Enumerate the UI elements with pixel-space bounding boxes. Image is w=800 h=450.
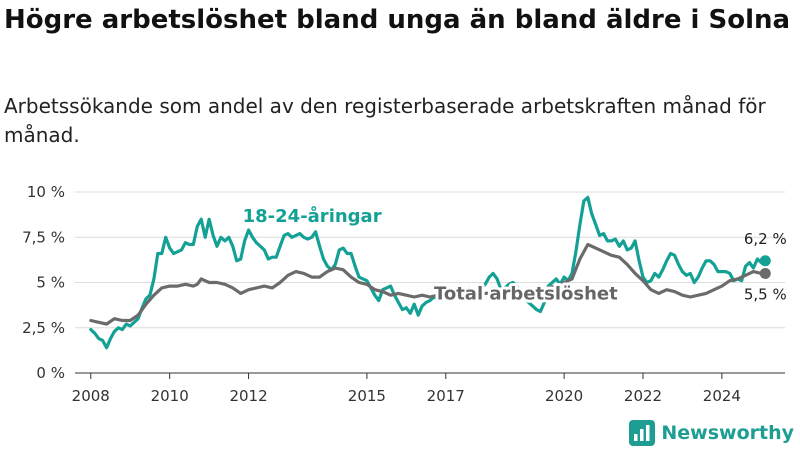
- end-marker-total: [759, 267, 771, 279]
- series-label-young: 18-24-åringar: [243, 205, 382, 227]
- end-value-young: 6,2 %: [744, 230, 787, 248]
- page-subtitle: Arbetssökande som andel av den registerb…: [4, 94, 766, 147]
- line-chart: 0 % 2,5 % 5 % 7,5 % 10 % 2008 2010 2012 2015 201…: [22, 183, 787, 405]
- brand-name: Newsworthy: [661, 422, 794, 444]
- y-axis-labels: 0 % 2,5 % 5 % 7,5 % 10 %: [22, 183, 65, 382]
- x-tick-label: 2012: [229, 387, 267, 405]
- grid-lines: [75, 191, 785, 329]
- x-tick-label: 2017: [427, 387, 465, 405]
- series-line-young: [89, 195, 767, 350]
- y-tick-label: 2,5 %: [22, 319, 65, 337]
- x-tick-label: 2024: [703, 387, 741, 405]
- bar-chart-icon: [629, 420, 656, 446]
- x-axis: 2008 2010 2012 2015 2017 2020 2022 2024: [72, 372, 785, 405]
- brand-logo[interactable]: Newsworthy: [629, 420, 794, 446]
- series-labels: 6,2 %5,5 %18-24-åringar18-24-åringarTota…: [240, 202, 787, 308]
- y-tick-label: 10 %: [27, 183, 65, 201]
- x-tick-label: 2010: [151, 387, 189, 405]
- x-tick-label: 2015: [348, 387, 386, 405]
- x-tick-label: 2020: [545, 387, 583, 405]
- y-tick-label: 5 %: [36, 274, 65, 292]
- x-tick-label: 2008: [72, 387, 110, 405]
- series-label-total: Total arbetslöshet: [434, 284, 618, 305]
- end-marker-young: [759, 255, 771, 267]
- end-value-total: 5,5 %: [744, 285, 787, 303]
- series-label-young-halo: 18-24-åringar: [243, 205, 382, 227]
- page-title: Högre arbetslöshet bland unga än bland ä…: [4, 5, 791, 35]
- series-lines: [89, 195, 771, 350]
- y-tick-label: 7,5 %: [22, 228, 65, 246]
- series-label-total-halo: Total arbetslöshet: [434, 284, 618, 305]
- x-tick-label: 2022: [624, 387, 662, 405]
- y-tick-label: 0 %: [36, 364, 65, 382]
- series-line-total: [89, 242, 767, 326]
